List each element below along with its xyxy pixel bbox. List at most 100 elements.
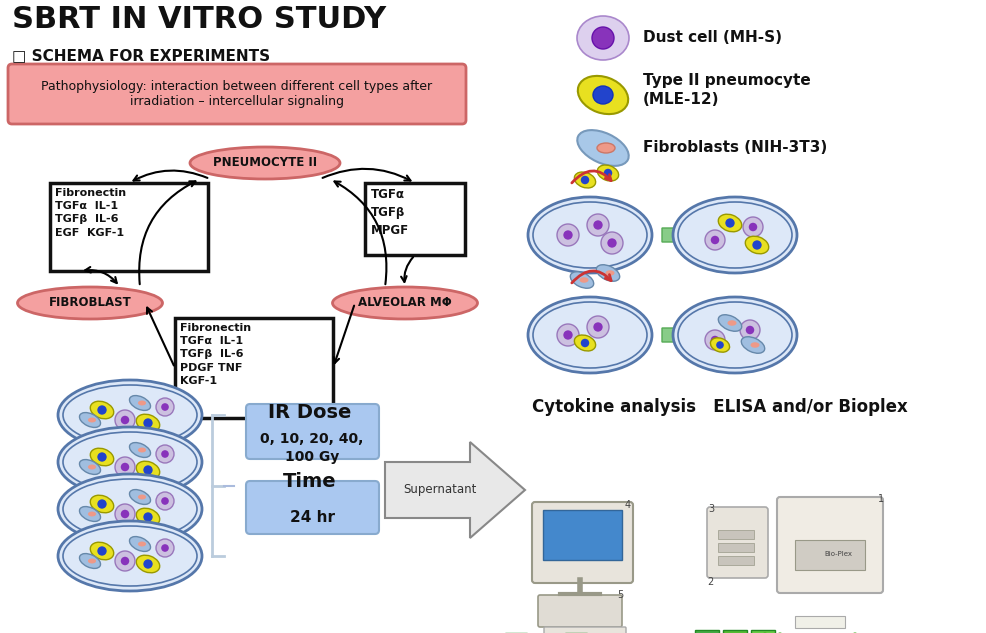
Ellipse shape	[161, 497, 169, 505]
FancyBboxPatch shape	[751, 630, 775, 633]
FancyBboxPatch shape	[538, 595, 622, 627]
Ellipse shape	[138, 401, 146, 406]
Ellipse shape	[711, 338, 730, 352]
Ellipse shape	[597, 143, 615, 153]
Ellipse shape	[718, 315, 741, 331]
Text: Bio-Plex: Bio-Plex	[824, 551, 852, 557]
Ellipse shape	[575, 172, 596, 188]
Ellipse shape	[578, 76, 628, 114]
Text: Fibroblasts (NIH-3T3): Fibroblasts (NIH-3T3)	[643, 141, 827, 156]
Ellipse shape	[605, 270, 614, 276]
Ellipse shape	[161, 544, 169, 552]
Ellipse shape	[745, 236, 769, 254]
Ellipse shape	[18, 287, 163, 319]
Ellipse shape	[705, 330, 725, 350]
Ellipse shape	[711, 235, 719, 244]
Ellipse shape	[705, 230, 725, 250]
Ellipse shape	[716, 341, 724, 349]
Text: Supernatant: Supernatant	[403, 484, 476, 496]
Ellipse shape	[136, 555, 160, 573]
Ellipse shape	[592, 27, 614, 49]
Ellipse shape	[740, 320, 760, 340]
Text: □ SCHEMA FOR EXPERIMENTS: □ SCHEMA FOR EXPERIMENTS	[12, 48, 270, 63]
Text: 4: 4	[625, 500, 631, 510]
Ellipse shape	[673, 197, 797, 273]
Ellipse shape	[80, 413, 101, 427]
Ellipse shape	[718, 214, 741, 232]
Ellipse shape	[91, 448, 113, 466]
Text: Fibronectin
TGFα  IL-1
TGFβ  IL-6
EGF  KGF-1: Fibronectin TGFα IL-1 TGFβ IL-6 EGF KGF-…	[55, 188, 126, 237]
Ellipse shape	[750, 342, 759, 348]
Polygon shape	[385, 442, 525, 538]
Ellipse shape	[726, 218, 735, 228]
Ellipse shape	[528, 197, 652, 273]
Ellipse shape	[120, 510, 129, 518]
Ellipse shape	[143, 418, 153, 428]
Text: FIBROBLAST: FIBROBLAST	[48, 296, 131, 310]
Ellipse shape	[136, 508, 160, 526]
Ellipse shape	[156, 492, 174, 510]
FancyBboxPatch shape	[795, 616, 845, 628]
Ellipse shape	[80, 460, 101, 474]
Ellipse shape	[58, 521, 202, 591]
Text: 1: 1	[878, 494, 884, 504]
Ellipse shape	[88, 465, 96, 470]
Ellipse shape	[594, 322, 602, 332]
Ellipse shape	[156, 445, 174, 463]
Ellipse shape	[138, 541, 146, 546]
Ellipse shape	[745, 326, 754, 334]
Ellipse shape	[156, 398, 174, 416]
Ellipse shape	[557, 224, 579, 246]
FancyBboxPatch shape	[777, 497, 883, 593]
Text: 0, 10, 20, 40,
100 Gy: 0, 10, 20, 40, 100 Gy	[260, 432, 364, 465]
Ellipse shape	[88, 418, 96, 422]
Ellipse shape	[575, 335, 596, 351]
Ellipse shape	[673, 297, 797, 373]
Ellipse shape	[587, 316, 609, 338]
Ellipse shape	[143, 465, 153, 475]
Ellipse shape	[570, 272, 594, 288]
FancyBboxPatch shape	[532, 502, 633, 583]
Ellipse shape	[741, 337, 765, 353]
FancyBboxPatch shape	[544, 627, 626, 633]
Ellipse shape	[161, 403, 169, 411]
Text: Time: Time	[283, 472, 337, 491]
Ellipse shape	[581, 339, 590, 348]
Ellipse shape	[563, 230, 573, 240]
FancyBboxPatch shape	[50, 183, 208, 271]
Ellipse shape	[129, 442, 151, 458]
Ellipse shape	[557, 324, 579, 346]
Ellipse shape	[136, 461, 160, 479]
Text: Type II pneumocyte
(MLE-12): Type II pneumocyte (MLE-12)	[643, 73, 810, 107]
Ellipse shape	[115, 504, 135, 524]
Ellipse shape	[593, 86, 613, 104]
Ellipse shape	[98, 453, 106, 461]
Ellipse shape	[58, 427, 202, 497]
Ellipse shape	[598, 165, 618, 181]
Ellipse shape	[607, 239, 616, 248]
FancyBboxPatch shape	[246, 404, 379, 459]
Text: IR Dose: IR Dose	[268, 403, 352, 422]
Ellipse shape	[563, 330, 573, 340]
Ellipse shape	[91, 401, 113, 419]
Text: 5: 5	[617, 590, 623, 600]
Ellipse shape	[161, 450, 169, 458]
FancyBboxPatch shape	[795, 540, 865, 570]
Ellipse shape	[597, 265, 620, 281]
Ellipse shape	[594, 220, 602, 230]
FancyBboxPatch shape	[718, 530, 754, 539]
Ellipse shape	[58, 474, 202, 544]
Ellipse shape	[190, 147, 340, 179]
Ellipse shape	[98, 546, 106, 556]
Text: TGFα
TGFβ
MPGF: TGFα TGFβ MPGF	[371, 188, 409, 237]
Text: Pathophysiology: interaction between different cell types after
irradiation – in: Pathophysiology: interaction between dif…	[41, 80, 433, 108]
Ellipse shape	[743, 217, 763, 237]
FancyBboxPatch shape	[718, 556, 754, 565]
Ellipse shape	[156, 539, 174, 557]
Text: 2: 2	[707, 577, 713, 587]
Ellipse shape	[88, 511, 96, 517]
Text: ALVEOLAR MΦ: ALVEOLAR MΦ	[358, 296, 452, 310]
Ellipse shape	[728, 320, 737, 326]
FancyBboxPatch shape	[175, 318, 333, 418]
Ellipse shape	[80, 506, 101, 522]
